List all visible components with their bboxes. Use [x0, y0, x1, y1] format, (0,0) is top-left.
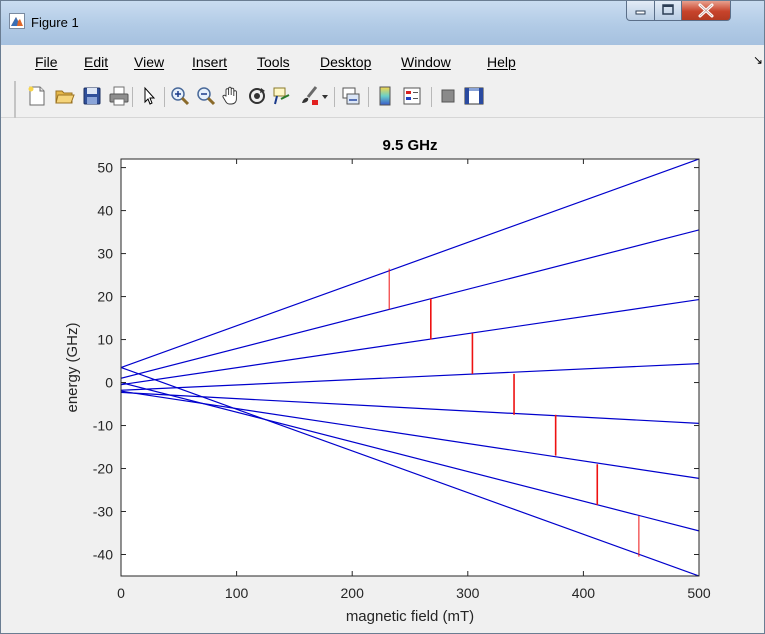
menu-edit[interactable]: Edit	[84, 54, 109, 70]
menu-file[interactable]: File	[35, 54, 58, 70]
brush-icon[interactable]	[298, 85, 320, 107]
menu-window[interactable]: Window	[401, 54, 451, 70]
energy-level-line-2	[121, 229, 699, 379]
x-tick-label: 100	[225, 585, 249, 601]
y-tick-label: -40	[93, 547, 113, 563]
axes-box	[120, 158, 700, 577]
window-title: Figure 1	[31, 15, 79, 30]
figure-canvas: 0 100 200 300 400 500 -40 -30 -20 -10 0 10 20 30 40 50 9…	[1, 118, 764, 633]
colorbar-icon[interactable]	[374, 85, 396, 107]
figure-toolbar	[1, 77, 764, 118]
maximize-button[interactable]	[654, 1, 682, 21]
x-tick-label: 500	[687, 585, 711, 601]
x-tick-label: 300	[456, 585, 480, 601]
energy-level-line-7	[121, 381, 699, 532]
brush-dropdown-icon[interactable]	[320, 85, 330, 107]
chart-title: 9.5 GHz	[382, 137, 437, 154]
edit-plot-arrow-icon[interactable]	[138, 85, 160, 107]
x-axis-label: magnetic field (mT)	[346, 608, 474, 625]
energy-level-line-5	[121, 391, 699, 424]
energy-level-line-4	[121, 363, 699, 391]
new-figure-icon[interactable]	[26, 85, 48, 107]
print-icon[interactable]	[108, 85, 130, 107]
y-tick-label: 30	[97, 246, 113, 262]
x-tick-label: 200	[341, 585, 365, 601]
minimize-icon	[635, 10, 646, 15]
save-icon[interactable]	[81, 85, 103, 107]
x-tick-label: 400	[572, 585, 596, 601]
rotate-3d-icon[interactable]	[246, 85, 268, 107]
minimize-button[interactable]	[626, 1, 655, 21]
data-cursor-icon[interactable]	[271, 85, 293, 107]
x-tick-label: 0	[117, 585, 125, 601]
pan-hand-icon[interactable]	[220, 85, 242, 107]
menu-desktop[interactable]: Desktop	[320, 54, 372, 70]
menu-tools[interactable]: Tools	[257, 54, 290, 70]
y-tick-label: 10	[97, 332, 113, 348]
energy-level-line-3	[121, 298, 699, 386]
close-button[interactable]	[681, 1, 731, 21]
y-tick-label: 0	[105, 375, 113, 391]
close-icon	[698, 3, 714, 18]
y-axis-label: energy (GHz)	[64, 322, 81, 412]
show-plot-tools-icon[interactable]	[463, 85, 485, 107]
menu-bar: File Edit View Insert Tools Desktop Wind…	[1, 45, 764, 77]
hide-plot-tools-icon[interactable]	[437, 85, 459, 107]
toolbar-overflow-arrow-icon[interactable]: ↘	[753, 53, 764, 67]
energy-level-line-8	[121, 366, 699, 576]
title-bar[interactable]: Figure 1	[1, 1, 764, 45]
plot-svg: 0 100 200 300 400 500 -40 -30 -20 -10 0 10 20 30 40 50 9…	[64, 137, 711, 625]
menu-view[interactable]: View	[134, 54, 165, 70]
y-tick-label: 40	[97, 203, 113, 219]
open-file-icon[interactable]	[54, 85, 76, 107]
y-tick-label: -30	[93, 504, 113, 520]
zoom-out-icon[interactable]	[195, 85, 217, 107]
legend-icon[interactable]	[401, 85, 423, 107]
y-tick-label: -10	[93, 418, 113, 434]
menu-insert[interactable]: Insert	[192, 54, 228, 70]
y-tick-label: -20	[93, 461, 113, 477]
maximize-icon	[662, 4, 674, 15]
zoom-in-icon[interactable]	[169, 85, 191, 107]
link-plot-icon[interactable]	[340, 85, 362, 107]
energy-level-line-1	[121, 159, 699, 369]
matlab-figure-icon	[9, 13, 25, 29]
y-tick-label: 50	[97, 160, 113, 176]
y-tick-label: 20	[97, 289, 113, 305]
menu-help[interactable]: Help	[487, 54, 516, 70]
energy-level-line-6	[121, 390, 699, 480]
